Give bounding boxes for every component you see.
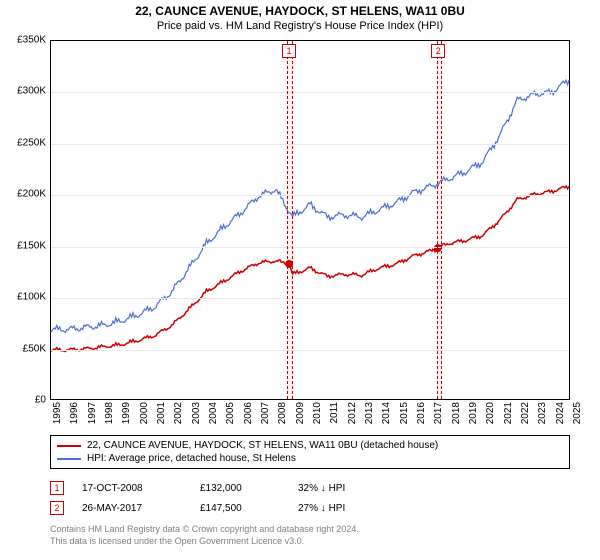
y-axis-label: £0 [6, 395, 46, 406]
series-hpi [51, 80, 569, 333]
x-axis-label: 2015 [399, 402, 410, 432]
sale-highlight-band [437, 41, 442, 399]
gridline-h [51, 92, 569, 93]
legend-item: HPI: Average price, detached house, St H… [57, 452, 563, 465]
x-axis-label: 1997 [87, 402, 98, 432]
sale-marker-box: 1 [282, 44, 296, 58]
gridline-h [51, 247, 569, 248]
sale-number-box: 2 [50, 501, 64, 515]
y-axis-label: £100K [6, 292, 46, 303]
gridline-h [51, 298, 569, 299]
chart-plot-area [50, 40, 570, 400]
footer-attribution: Contains HM Land Registry data © Crown c… [50, 524, 570, 547]
y-axis-label: £150K [6, 240, 46, 251]
x-axis-label: 2018 [451, 402, 462, 432]
sale-price: £147,500 [200, 503, 280, 514]
sale-date: 26-MAY-2017 [82, 503, 182, 514]
x-axis-label: 2021 [503, 402, 514, 432]
sale-delta: 32% ↓ HPI [298, 483, 378, 494]
footer-line-1: Contains HM Land Registry data © Crown c… [50, 524, 570, 536]
x-axis-label: 1998 [104, 402, 115, 432]
x-axis-label: 2002 [173, 402, 184, 432]
legend-swatch [57, 445, 81, 447]
sale-price: £132,000 [200, 483, 280, 494]
x-axis-label: 2000 [139, 402, 150, 432]
page-subtitle: Price paid vs. HM Land Registry's House … [0, 18, 600, 32]
legend-swatch [57, 458, 81, 460]
y-axis-label: £350K [6, 35, 46, 46]
x-axis-label: 2013 [364, 402, 375, 432]
y-axis-label: £200K [6, 189, 46, 200]
y-axis-label: £300K [6, 86, 46, 97]
x-axis-label: 2019 [468, 402, 479, 432]
x-axis-label: 2023 [537, 402, 548, 432]
series-price_paid [51, 186, 569, 351]
x-axis-label: 2007 [260, 402, 271, 432]
x-axis-label: 2012 [347, 402, 358, 432]
legend: 22, CAUNCE AVENUE, HAYDOCK, ST HELENS, W… [50, 435, 570, 469]
y-axis-label: £50K [6, 343, 46, 354]
gridline-h [51, 350, 569, 351]
x-axis-label: 2009 [295, 402, 306, 432]
x-axis-label: 2010 [312, 402, 323, 432]
x-axis-label: 2001 [156, 402, 167, 432]
legend-label: 22, CAUNCE AVENUE, HAYDOCK, ST HELENS, W… [87, 440, 438, 451]
x-axis-label: 2022 [520, 402, 531, 432]
gridline-h [51, 195, 569, 196]
x-axis-label: 2008 [277, 402, 288, 432]
x-axis-label: 2024 [555, 402, 566, 432]
footer-line-2: This data is licensed under the Open Gov… [50, 536, 570, 548]
page-title: 22, CAUNCE AVENUE, HAYDOCK, ST HELENS, W… [0, 0, 600, 18]
sale-delta: 27% ↓ HPI [298, 503, 378, 514]
x-axis-label: 2025 [572, 402, 583, 432]
legend-label: HPI: Average price, detached house, St H… [87, 453, 296, 464]
sales-table: 1 17-OCT-2008 £132,000 32% ↓ HPI 2 26-MAY-201… [50, 478, 570, 518]
x-axis-label: 2003 [191, 402, 202, 432]
x-axis-label: 2014 [381, 402, 392, 432]
sale-marker-box: 2 [431, 44, 445, 58]
sale-number-box: 1 [50, 481, 64, 495]
x-axis-label: 2020 [485, 402, 496, 432]
chart-svg [51, 41, 569, 399]
x-axis-label: 2011 [329, 402, 340, 432]
x-axis-label: 1996 [69, 402, 80, 432]
gridline-h [51, 144, 569, 145]
x-axis-label: 2005 [225, 402, 236, 432]
sale-highlight-band [287, 41, 292, 399]
sale-row: 1 17-OCT-2008 £132,000 32% ↓ HPI [50, 478, 570, 498]
x-axis-label: 2004 [208, 402, 219, 432]
sale-date: 17-OCT-2008 [82, 483, 182, 494]
x-axis-label: 2006 [243, 402, 254, 432]
x-axis-label: 2016 [416, 402, 427, 432]
x-axis-label: 1995 [52, 402, 63, 432]
sale-row: 2 26-MAY-2017 £147,500 27% ↓ HPI [50, 498, 570, 518]
x-axis-label: 2017 [433, 402, 444, 432]
legend-item: 22, CAUNCE AVENUE, HAYDOCK, ST HELENS, W… [57, 439, 563, 452]
y-axis-label: £250K [6, 137, 46, 148]
x-axis-label: 1999 [121, 402, 132, 432]
